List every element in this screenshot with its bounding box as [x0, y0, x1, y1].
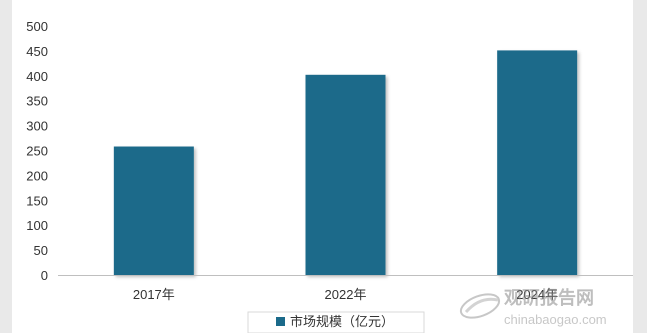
y-tick-label: 250 [26, 144, 48, 159]
y-tick-label: 350 [26, 94, 48, 109]
y-tick-label: 450 [26, 44, 48, 59]
y-tick-label: 100 [26, 218, 48, 233]
y-tick-label: 200 [26, 168, 48, 183]
watermark: 观研报告网 chinabaogao.com [459, 287, 607, 327]
y-axis: 0 50 100 150 200 250 300 350 400 450 500 [26, 19, 48, 283]
legend-swatch [276, 317, 285, 326]
y-tick-label: 150 [26, 193, 48, 208]
bar-0 [113, 146, 194, 275]
watermark-url: chinabaogao.com [504, 312, 607, 327]
y-tick-label: 50 [34, 243, 48, 258]
right-frame-strip [633, 0, 647, 333]
y-tick-label: 300 [26, 119, 48, 134]
x-tick-label: 2022年 [325, 287, 367, 302]
y-tick-label: 0 [41, 268, 48, 283]
x-tick-label: 2024年 [516, 287, 558, 302]
watermark-brand: 观研报告网 [504, 287, 594, 308]
bar-series [113, 50, 578, 275]
x-axis: 2017年 2022年 2024年 [58, 275, 633, 302]
bar-1 [305, 74, 386, 275]
legend-box [247, 311, 425, 333]
bar-2 [497, 50, 578, 275]
legend: 市场规模（亿元） [247, 311, 425, 333]
y-tick-label: 400 [26, 69, 48, 84]
watermark-logo-icon [459, 293, 501, 319]
left-frame-strip [0, 0, 12, 333]
x-tick-label: 2017年 [133, 287, 175, 302]
y-tick-label: 500 [26, 19, 48, 34]
legend-label: 市场规模（亿元） [290, 314, 394, 329]
